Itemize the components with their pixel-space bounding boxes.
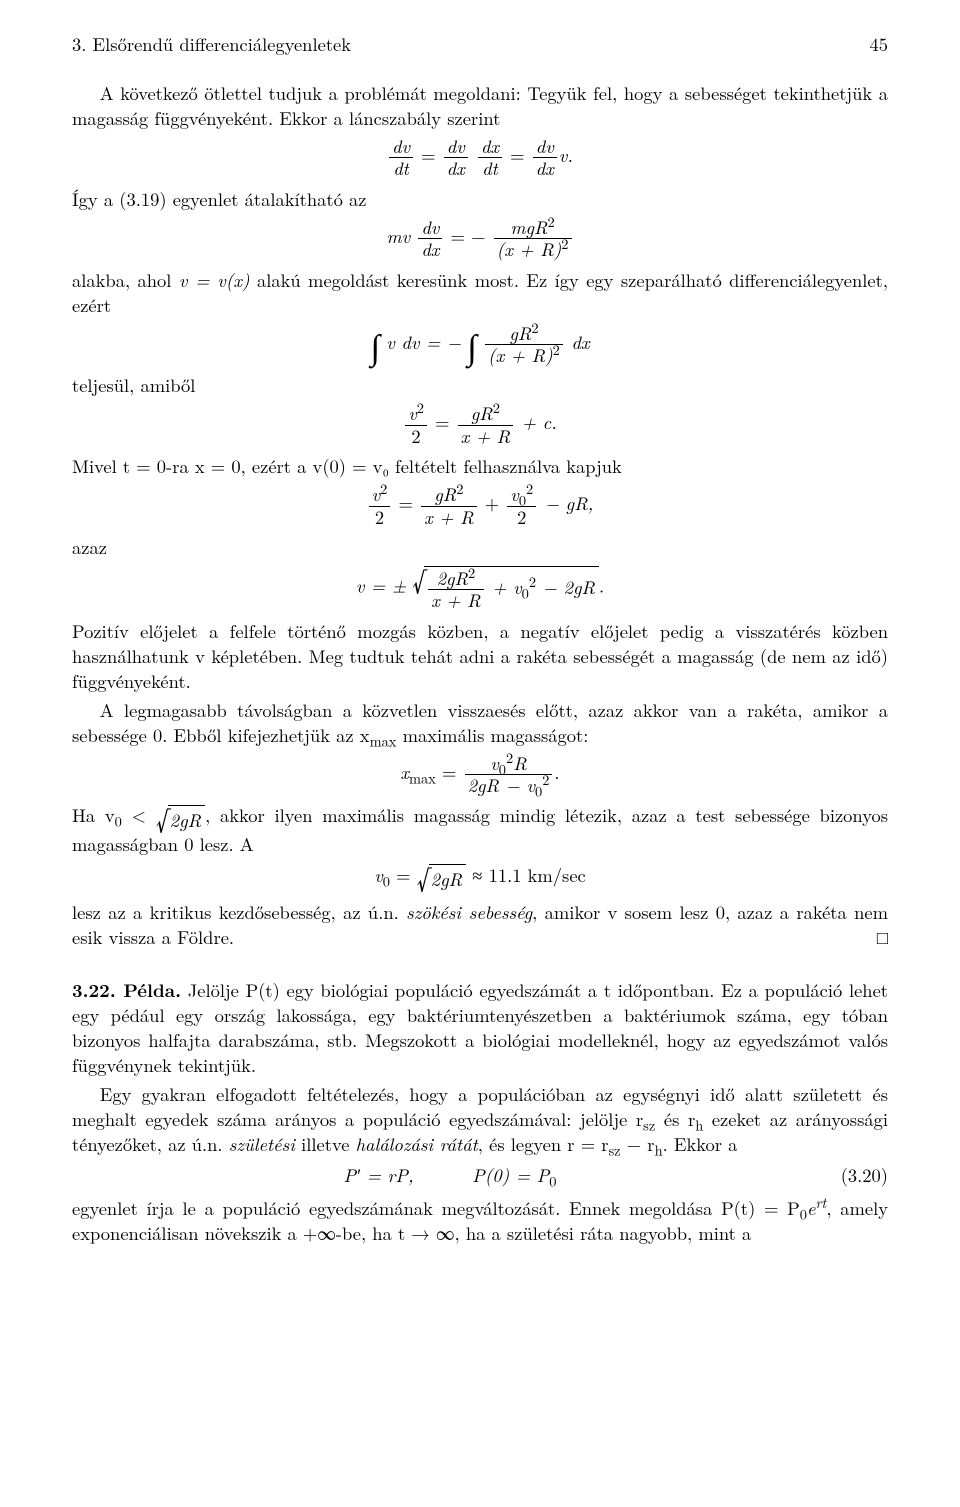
paragraph: Egy gyakran elfogadott feltételezés, hog… bbox=[72, 1082, 888, 1157]
paragraph: A következő ötlettel tudjuk a problémát … bbox=[72, 81, 888, 131]
equation-numbered: P′ = rP, P(0) = P0 (3.20) bbox=[72, 1163, 888, 1188]
equation: xmax = v02R 2gR − v02 . bbox=[72, 754, 888, 796]
qed-icon: □ bbox=[877, 925, 888, 950]
paragraph: 3.22. Példa. Jelölje P(t) egy biológiai … bbox=[72, 978, 888, 1078]
equation: v2 2 = gR2 x + R + v02 2 − gR, bbox=[72, 485, 888, 527]
paragraph: egyenlet írja le a populáció egyedszámán… bbox=[72, 1196, 888, 1246]
paragraph: alakba, ahol v = v(x) alakú megoldást ke… bbox=[72, 268, 888, 318]
paragraph: Ha v0 < √2gR, akkor ilyen maximális maga… bbox=[72, 803, 888, 857]
paragraph: azaz bbox=[72, 535, 888, 560]
example-block: 3.22. Példa. Jelölje P(t) egy biológiai … bbox=[72, 978, 888, 1246]
paragraph: lesz az a kritikus kezdősebesség, az ú.n… bbox=[72, 900, 888, 950]
section-title: 3. Elsőrendű differenciálegyenletek bbox=[72, 32, 351, 57]
running-head: 3. Elsőrendű differenciálegyenletek 45 bbox=[72, 32, 888, 57]
integral-icon: ∫ bbox=[370, 319, 380, 369]
equation: v2 2 = gR2 x + R + c. bbox=[72, 404, 888, 446]
paragraph: A legmagasabb távolságban a közvetlen vi… bbox=[72, 698, 888, 748]
equation: dvdt = dvdx dxdt = dvdxv. bbox=[72, 137, 888, 179]
paragraph: teljesül, amiből bbox=[72, 373, 888, 398]
integral-icon: ∫ bbox=[467, 319, 477, 369]
equation: v0 = √2gR ≈ 11.1 km/sec bbox=[72, 863, 888, 892]
paragraph: Mivel t = 0-ra x = 0, ezért a v(0) = v₀ … bbox=[72, 454, 888, 479]
paragraph: Így a (3.19) egyenlet átalakítható az bbox=[72, 187, 888, 212]
page-number: 45 bbox=[869, 32, 888, 57]
example-label: 3.22. Példa. bbox=[72, 977, 181, 1003]
paragraph: Pozitív előjelet a felfele történő mozgá… bbox=[72, 619, 888, 694]
equation: v = ± √ 2gR2 x + R + v02 − 2gR . bbox=[72, 566, 888, 611]
equation-number: (3.20) bbox=[828, 1163, 888, 1188]
equation: mv dvdx = − mgR2 (x + R)2 bbox=[72, 218, 888, 260]
equation: ∫ v dv = − ∫ gR2 (x + R)2 dx bbox=[72, 324, 888, 366]
page: 3. Elsőrendű differenciálegyenletek 45 A… bbox=[0, 0, 960, 1507]
